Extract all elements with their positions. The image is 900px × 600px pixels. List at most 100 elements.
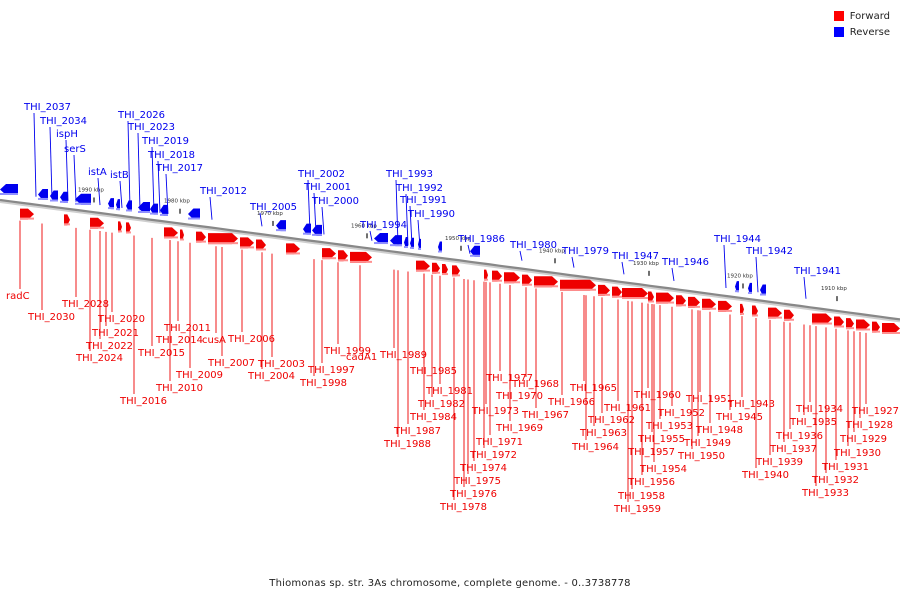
reverse-gene-arrow (760, 284, 766, 296)
gene-label: THI_1984 (409, 412, 457, 423)
reverse-gene-arrow (748, 282, 752, 294)
gene-label: THI_1968 (511, 379, 559, 390)
gene-shadow (676, 304, 686, 307)
reverse-swatch (833, 27, 844, 37)
gene-shadow (560, 288, 596, 291)
label-leader-line (405, 193, 409, 246)
gene-shadow (784, 318, 794, 321)
gene-shadow (768, 316, 782, 319)
label-leader-line (151, 146, 155, 213)
forward-gene-arrow (702, 298, 716, 310)
label-leader-line (165, 173, 169, 214)
gene-label: THI_2021 (91, 328, 139, 339)
forward-gene-arrow (256, 239, 266, 251)
gene-shadow (718, 309, 732, 312)
label-leader-line (671, 267, 675, 282)
gene-shadow (622, 297, 648, 300)
gene-label: THI_2007 (207, 358, 255, 369)
forward-gene-arrow (126, 222, 131, 234)
gene-label: THI_1952 (657, 408, 705, 419)
gene-label: THI_1972 (469, 450, 517, 461)
gene-label: THI_1982 (417, 399, 465, 410)
tick-label: 1930 kbp (633, 261, 659, 267)
gene-shadow (118, 230, 122, 233)
forward-gene-arrow (688, 296, 700, 308)
forward-gene-arrow (856, 319, 870, 331)
gene-shadow (522, 283, 532, 286)
legend-reverse-label: Reverse (849, 26, 890, 38)
gene-shadow (350, 260, 372, 263)
gene-label: THI_1962 (587, 415, 635, 426)
gene-label: THI_2002 (297, 169, 345, 180)
label-leader-line (209, 196, 213, 220)
gene-label: THI_1930 (833, 448, 881, 459)
gene-shadow (64, 223, 70, 226)
gene-label: THI_1936 (775, 431, 823, 442)
gene-label: THI_1975 (453, 476, 501, 487)
forward-gene-arrow (164, 227, 178, 239)
forward-gene-arrow (196, 231, 206, 243)
gene-label: THI_1946 (661, 257, 709, 268)
forward-gene-arrow (416, 260, 430, 272)
forward-gene-arrow (240, 237, 254, 249)
gene-label: THI_2009 (175, 370, 223, 381)
forward-gene-arrow (442, 264, 448, 276)
gene-label: THI_2028 (61, 299, 109, 310)
gene-label: THI_1966 (547, 397, 595, 408)
gene-label: THI_1950 (677, 451, 725, 462)
gene-shadow (404, 246, 408, 249)
legend: Forward Reverse (833, 8, 890, 40)
forward-gene-arrow (768, 307, 782, 319)
gene-shadow (188, 217, 200, 220)
figure-caption: Thiomonas sp. str. 3As chromosome, compl… (269, 578, 631, 589)
tick-label: 1980 kbp (164, 199, 190, 205)
reverse-gene-arrow (438, 241, 442, 253)
forward-gene-arrow (622, 288, 648, 300)
label-leader-line (369, 230, 373, 241)
forward-gene-arrow (338, 250, 348, 262)
forward-gene-arrow (598, 284, 610, 296)
gene-label: THI_1951 (685, 394, 733, 405)
forward-labels: radC THI_2030 THI_2028 THI_2020 THI_2021 THI_… (6, 220, 899, 515)
forward-gene-arrow (718, 300, 732, 312)
gene-label: THI_1939 (755, 457, 803, 468)
forward-swatch (833, 11, 844, 21)
gene-label: THI_1986 (457, 234, 505, 245)
forward-gene-arrow (752, 305, 758, 317)
gene-label: THI_2017 (155, 163, 203, 174)
reverse-gene-arrow (404, 237, 408, 249)
gene-shadow (740, 312, 744, 315)
gene-shadow (504, 281, 520, 284)
forward-gene-arrow (452, 265, 460, 277)
gene-shadow (164, 236, 178, 239)
legend-forward-label: Forward (849, 10, 890, 22)
gene-shadow (208, 242, 238, 245)
reverse-gene-arrow (188, 208, 200, 220)
gene-shadow (374, 242, 388, 245)
tick-label: 1910 kbp (821, 286, 847, 292)
gene-label: THI_1981 (425, 386, 473, 397)
gene-label: THI_2011 (163, 323, 211, 334)
gene-label: THI_1948 (695, 425, 743, 436)
gene-label: THI_1963 (579, 428, 627, 439)
reverse-gene-arrow (735, 281, 739, 293)
gene-shadow (856, 328, 870, 331)
gene-label: THI_1974 (459, 463, 507, 474)
gene-label: THI_1999 (323, 346, 371, 357)
gene-label: THI_2024 (75, 353, 123, 364)
gene-label: THI_2016 (119, 396, 167, 407)
label-leader-line (395, 179, 399, 245)
gene-shadow (612, 295, 622, 298)
legend-reverse: Reverse (833, 24, 890, 40)
gene-label: THI_1989 (379, 350, 427, 361)
gene-label: THI_2005 (249, 202, 297, 213)
gene-label: THI_1941 (793, 266, 841, 277)
forward-gene-arrow (740, 303, 744, 315)
gene-label: ispH (56, 129, 78, 140)
gene-label: THI_1998 (299, 378, 347, 389)
gene-label: THI_1960 (633, 390, 681, 401)
gene-shadow (126, 231, 131, 234)
gene-shadow (438, 250, 442, 253)
forward-gene-arrow (656, 292, 674, 304)
tick-label: 1940 kbp (539, 248, 565, 254)
